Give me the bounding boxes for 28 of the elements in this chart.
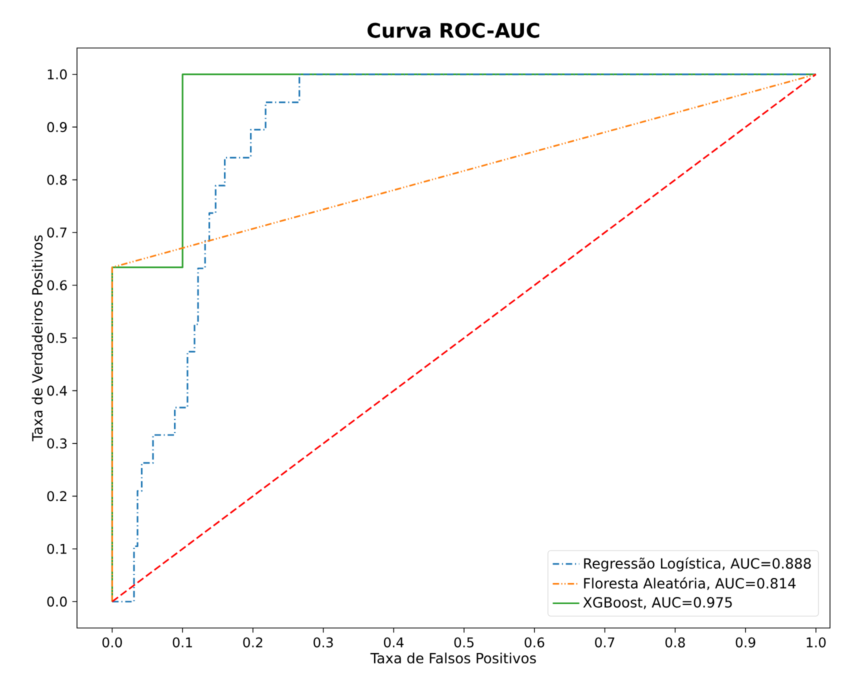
x-axis-title: Taxa de Falsos Positivos <box>370 652 536 664</box>
legend-label: Regressão Logística, AUC=0.888 <box>584 557 811 572</box>
x-tick-label: 1.0 <box>806 637 826 648</box>
y-tick-label: 0.1 <box>47 544 66 554</box>
y-tick-label: 0.3 <box>47 438 67 448</box>
legend-label: Floresta Aleatória, AUC=0.814 <box>584 577 796 590</box>
y-tick-label: 0.6 <box>47 280 67 290</box>
y-tick-label: 0.9 <box>47 122 67 132</box>
x-tick-label: 0.8 <box>665 637 685 648</box>
x-tick-label: 0.3 <box>314 637 333 648</box>
y-tick-label: 1.0 <box>48 69 67 80</box>
y-tick-label: 0.2 <box>47 491 66 502</box>
y-axis-title: Taxa de Verdadeiros Positivos <box>32 235 43 442</box>
x-tick-label: 0.2 <box>243 637 262 648</box>
x-tick-label: 0.1 <box>172 637 192 648</box>
y-tick-label: 0.5 <box>47 332 66 344</box>
x-tick-label: 0.6 <box>524 637 544 648</box>
y-tick-label: 0.7 <box>47 227 66 238</box>
x-tick-label: 0.7 <box>595 637 614 648</box>
y-tick-label: 0.8 <box>47 174 67 185</box>
y-tick-label: 0.0 <box>47 596 67 607</box>
chart-title: Curva ROC-AUC <box>368 22 540 38</box>
x-tick-label: 0.0 <box>102 637 122 648</box>
legend-label: XGBoost, AUC=0.975 <box>583 597 732 610</box>
x-tick-label: 0.5 <box>454 637 474 648</box>
y-tick-label: 0.4 <box>47 386 67 396</box>
x-tick-label: 0.4 <box>384 637 404 648</box>
x-tick-label: 0.9 <box>736 637 756 648</box>
